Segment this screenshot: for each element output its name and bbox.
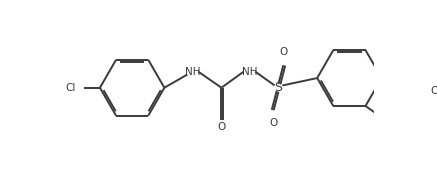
Text: O: O xyxy=(430,86,437,96)
Text: NH: NH xyxy=(185,67,200,77)
Text: S: S xyxy=(274,81,282,94)
Text: O: O xyxy=(217,122,225,132)
Text: O: O xyxy=(279,47,288,57)
Text: Cl: Cl xyxy=(66,83,76,93)
Text: O: O xyxy=(270,118,278,128)
Text: NH: NH xyxy=(242,67,257,77)
